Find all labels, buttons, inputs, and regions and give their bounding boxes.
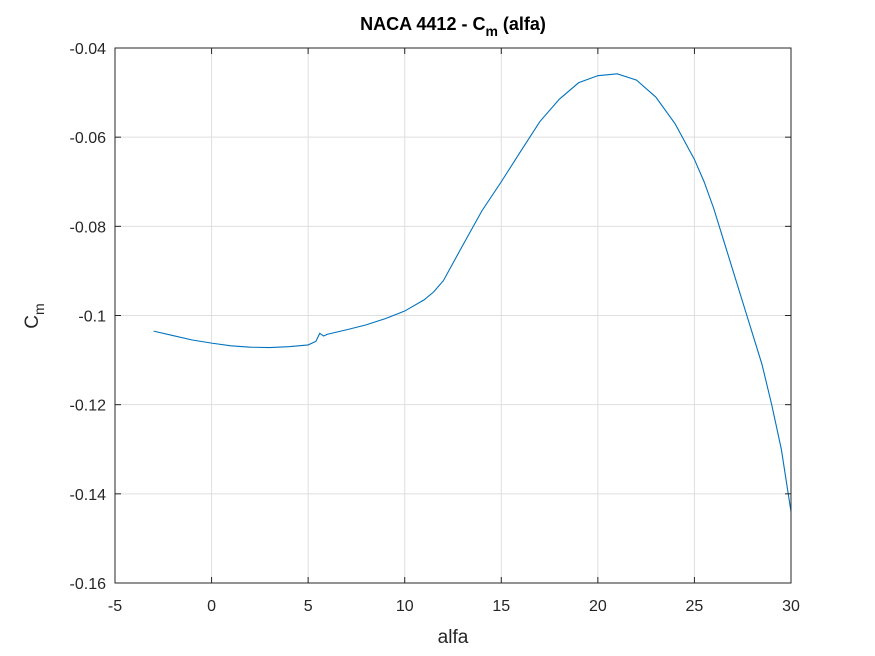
y-tick-label: -0.1: [78, 309, 106, 326]
x-tick-label: 0: [207, 598, 216, 615]
y-axis-label-subscript: m: [31, 303, 47, 315]
x-tick-label: -5: [108, 598, 122, 615]
x-tick-label: 30: [782, 598, 800, 615]
x-tick-label: 15: [492, 598, 510, 615]
y-axis-label-main: C: [22, 315, 43, 329]
y-tick-label: -0.08: [70, 219, 107, 236]
x-axis-label: alfa: [438, 627, 469, 648]
x-tick-label: 5: [304, 598, 313, 615]
chart-title-main: NACA 4412 - C: [360, 14, 485, 34]
x-tick-label: 10: [396, 598, 414, 615]
x-tick-label: 20: [589, 598, 607, 615]
chart-title-tail: (alfa): [498, 14, 546, 34]
grid: [115, 48, 791, 583]
y-tick-label: -0.06: [70, 130, 107, 147]
ticks: -5 0 5 10 15 20 25 30 -0.16 -0.14 -0.12 -0.1 -0.08 -0…: [70, 41, 800, 615]
y-tick-label: -0.16: [70, 576, 107, 593]
chart-title: NACA 4412 - Cm (alfa): [360, 14, 546, 39]
y-tick-label: -0.14: [70, 487, 107, 504]
y-axis-label: Cm: [22, 303, 47, 328]
y-tick-label: -0.04: [70, 41, 107, 58]
series-line-cm: [153, 73, 792, 512]
y-tick-label: -0.12: [70, 398, 107, 415]
chart-title-subscript: m: [485, 23, 497, 39]
x-tick-label: 25: [686, 598, 704, 615]
